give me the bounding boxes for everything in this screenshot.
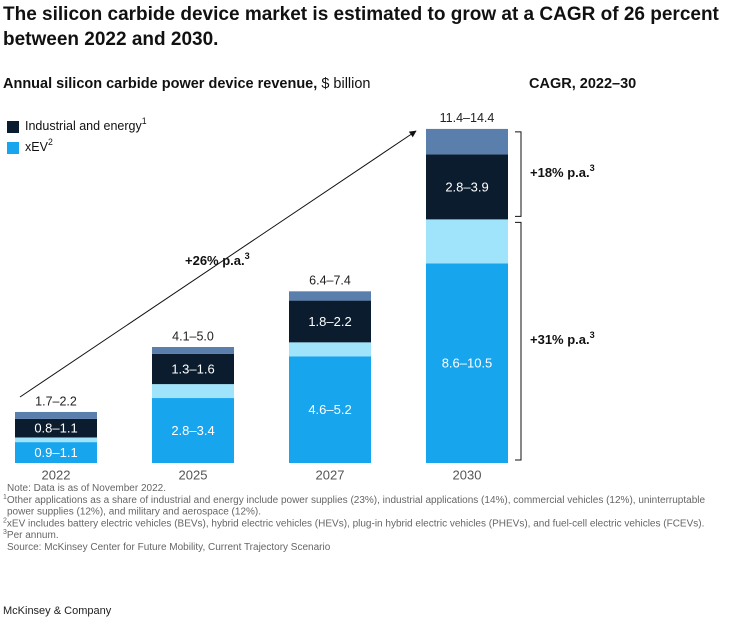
subtitle-unit: $ billion xyxy=(321,76,370,92)
overall-cagr-marker: 3 xyxy=(245,251,250,261)
footnote: Source: McKinsey Center for Future Mobil… xyxy=(7,542,331,553)
segment-label: 0.8–1.1 xyxy=(34,421,77,436)
series-cagr-marker: 3 xyxy=(590,331,595,341)
legend-text: xEV xyxy=(25,140,49,154)
series-cagr: +18% p.a.3 xyxy=(530,164,595,181)
overall-cagr: +26% p.a.3 xyxy=(185,251,250,268)
x-tick-label: 2022 xyxy=(42,467,71,482)
segment-label: 1.3–1.6 xyxy=(171,361,214,376)
subtitle-bold: Annual silicon carbide power device reve… xyxy=(3,76,317,92)
cagr-title: CAGR, 2022–30 xyxy=(529,76,636,92)
total-label: 11.4–14.4 xyxy=(440,111,495,125)
bar-segment xyxy=(152,353,234,385)
bar-segment xyxy=(289,356,371,463)
segment-label: 1.8–2.2 xyxy=(308,314,351,329)
segment-label: 2.8–3.9 xyxy=(445,179,488,194)
x-tick-label: 2030 xyxy=(453,467,482,482)
bar-range xyxy=(15,437,97,443)
bar-segment xyxy=(15,442,97,463)
legend-label: Industrial and energy1 xyxy=(25,116,147,133)
x-tick-label: 2027 xyxy=(316,467,345,482)
chart-title: The silicon carbide device market is est… xyxy=(3,4,720,25)
bar-segment xyxy=(15,418,97,438)
legend-swatch xyxy=(7,142,19,154)
series-cagr: +31% p.a.3 xyxy=(530,331,595,348)
bar-range xyxy=(289,342,371,357)
series-cagr-text: +31% p.a. xyxy=(530,333,590,348)
footnote: Note: Data is as of November 2022. xyxy=(7,483,166,494)
footnote-text: Note: Data is as of November 2022. xyxy=(7,483,166,494)
footnote-marker: 3 xyxy=(3,529,7,536)
bar-range xyxy=(152,347,234,354)
cagr-bracket xyxy=(515,131,522,217)
trend-arrow xyxy=(19,130,417,398)
bar-range xyxy=(152,384,234,399)
segment-label: 4.6–5.2 xyxy=(308,402,351,417)
bar-range xyxy=(426,128,508,155)
brand: McKinsey & Company xyxy=(3,605,112,617)
footnote-text: Other applications as a share of industr… xyxy=(7,494,706,505)
bar-segment xyxy=(289,300,371,343)
bar-range xyxy=(426,219,508,264)
cagr-bracket xyxy=(515,221,522,461)
footnote: 2xEV includes battery electric vehicles … xyxy=(3,517,704,529)
segment-label: 8.6–10.5 xyxy=(442,356,493,371)
subtitle: Annual silicon carbide power device reve… xyxy=(3,76,370,92)
legend-label: xEV2 xyxy=(25,137,53,154)
bar-range xyxy=(15,411,97,419)
footnote-text: xEV includes battery electric vehicles (… xyxy=(7,518,704,529)
legend-marker: 1 xyxy=(142,116,147,126)
bar-segment xyxy=(426,154,508,220)
legend-swatch xyxy=(7,121,19,133)
footnote-text: Source: McKinsey Center for Future Mobil… xyxy=(7,542,331,553)
x-tick-label: 2025 xyxy=(179,467,208,482)
total-label: 6.4–7.4 xyxy=(309,274,351,288)
segment-label: 2.8–3.4 xyxy=(171,423,214,438)
footnote-text: power supplies (12%), and military and a… xyxy=(7,506,261,517)
bar-segment xyxy=(152,398,234,463)
series-cagr-marker: 3 xyxy=(590,164,595,174)
footnote-marker: 2 xyxy=(3,517,7,524)
total-label: 1.7–2.2 xyxy=(35,394,77,408)
footnote: power supplies (12%), and military and a… xyxy=(7,506,261,517)
footnote: 3Per annum. xyxy=(3,529,59,541)
footnote-marker: 1 xyxy=(3,494,7,501)
footnote-text: Per annum. xyxy=(7,530,59,541)
overall-cagr-text: +26% p.a. xyxy=(185,253,245,268)
total-label: 4.1–5.0 xyxy=(172,329,214,343)
segment-label: 0.9–1.1 xyxy=(34,445,77,460)
footnote: 1Other applications as a share of indust… xyxy=(3,494,705,506)
bar-range xyxy=(289,291,371,301)
chart-title: between 2022 and 2030. xyxy=(3,29,218,50)
legend-marker: 2 xyxy=(48,137,53,147)
bar-segment xyxy=(426,263,508,463)
series-cagr-text: +18% p.a. xyxy=(530,166,590,181)
legend-text: Industrial and energy xyxy=(25,119,142,133)
